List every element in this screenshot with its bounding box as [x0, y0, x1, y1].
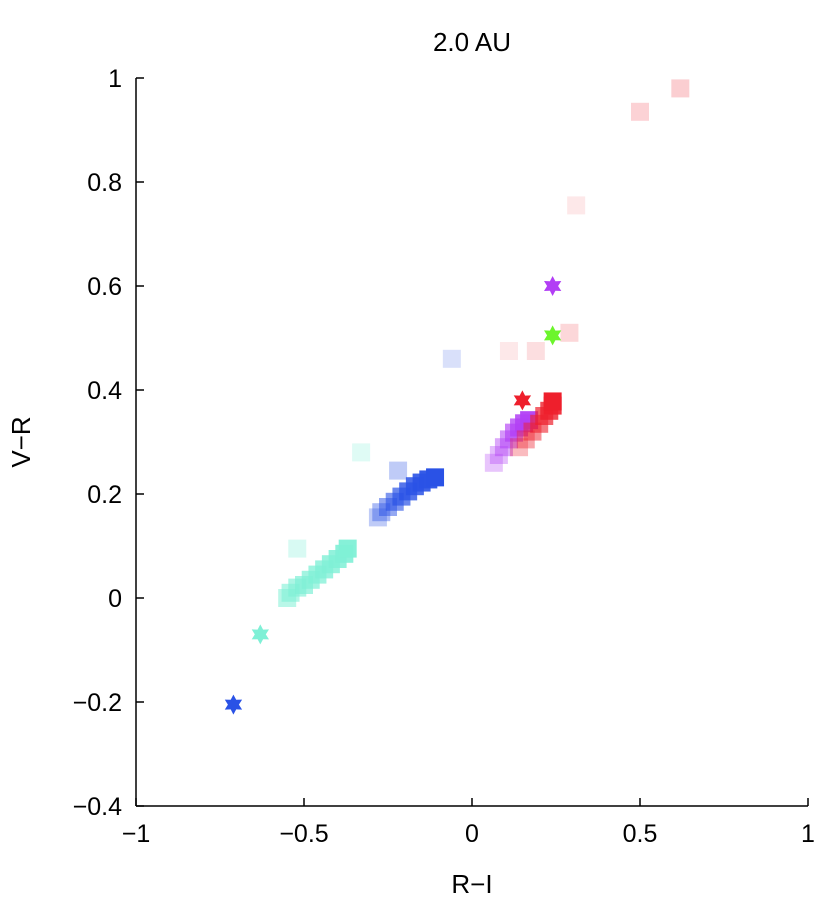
y-tick-label: 0.2 — [87, 481, 122, 509]
square-point — [526, 342, 545, 360]
square-point — [442, 349, 461, 368]
square-point — [484, 453, 503, 472]
square-point — [631, 102, 649, 121]
star-point — [224, 694, 243, 715]
square-point — [671, 79, 690, 98]
x-tick-label: −1 — [122, 820, 151, 848]
y-ticks: −0.4 −0.2 0 0.2 0.4 0.6 0.8 1 — [73, 65, 144, 821]
y-tick-label: 0.6 — [87, 273, 122, 301]
square-point — [389, 461, 408, 480]
y-tick-label: −0.2 — [73, 689, 122, 717]
star-point — [251, 624, 269, 645]
x-axis-label: R−I — [451, 869, 492, 899]
square-point — [567, 196, 586, 215]
y-tick-label: 0 — [108, 585, 122, 613]
y-tick-label: 0.4 — [87, 377, 122, 405]
x-tick-label: 1 — [801, 820, 815, 848]
data-marks — [224, 79, 690, 715]
y-tick-label: −0.4 — [73, 793, 122, 821]
square-point — [489, 446, 508, 464]
square-point — [288, 539, 307, 558]
y-tick-label: 0.8 — [87, 169, 122, 197]
star-point — [544, 325, 562, 346]
square-point — [560, 323, 579, 342]
square-point — [543, 392, 562, 411]
y-tick-label: 1 — [108, 65, 122, 93]
x-tick-label: −0.5 — [279, 820, 328, 848]
square-point — [510, 438, 529, 457]
square-point — [352, 443, 371, 462]
star-point — [513, 390, 532, 411]
square-point — [338, 539, 357, 558]
x-tick-label: 0.5 — [623, 820, 658, 848]
square-point — [426, 468, 445, 487]
chart-title: 2.0 AU — [433, 27, 511, 57]
y-axis-label: V−R — [6, 416, 36, 467]
star-point — [544, 276, 562, 296]
x-ticks: −1 −0.5 0 0.5 1 — [122, 798, 815, 848]
x-tick-label: 0 — [465, 820, 479, 848]
axes — [135, 78, 808, 807]
square-point — [499, 342, 518, 360]
